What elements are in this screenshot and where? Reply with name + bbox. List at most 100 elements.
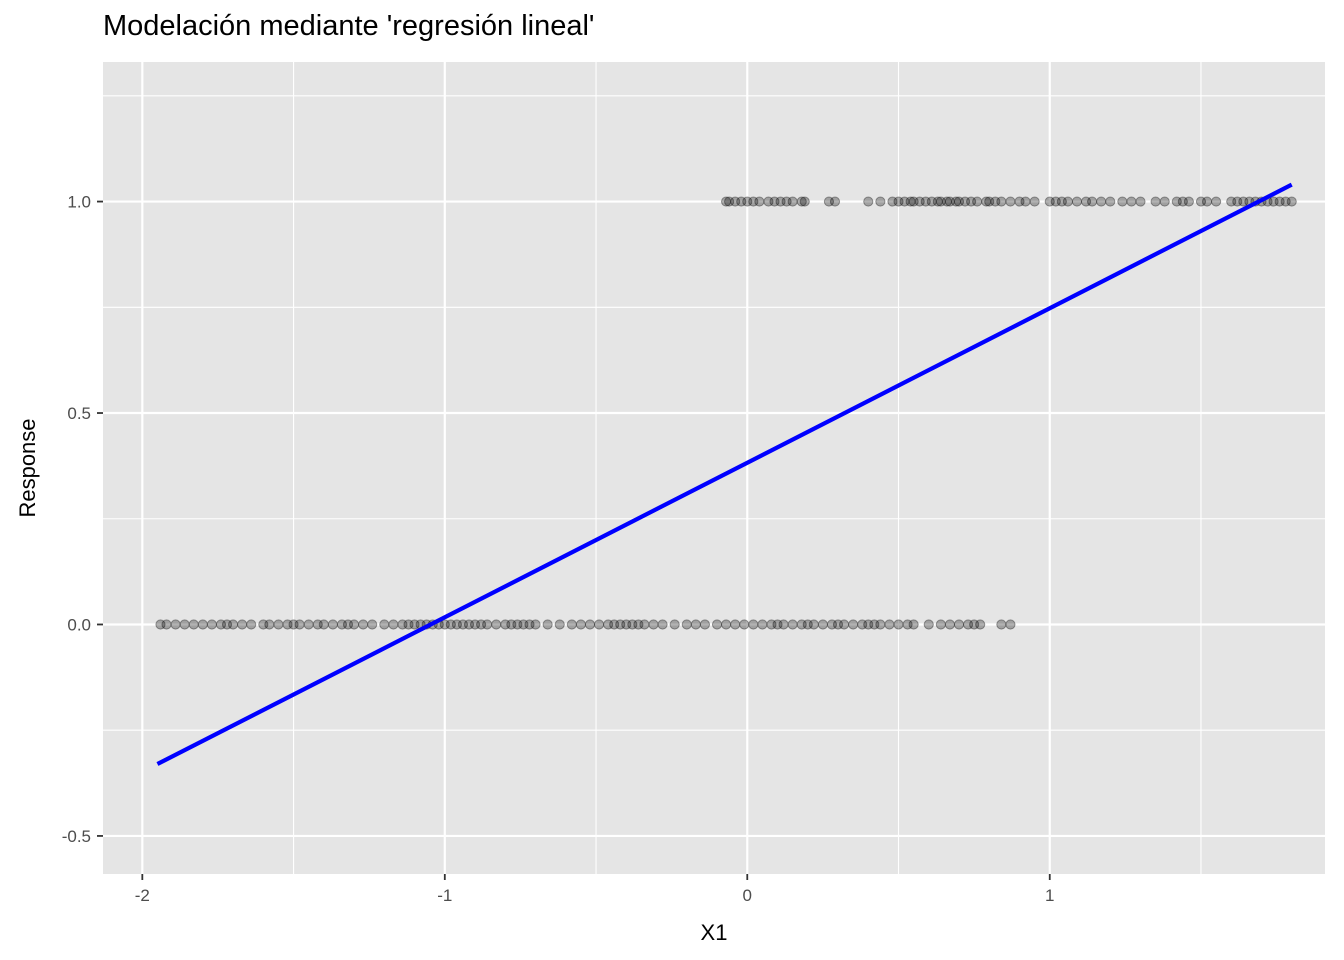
data-point <box>775 196 786 207</box>
data-point <box>264 619 275 630</box>
data-point <box>969 619 980 630</box>
data-point <box>1135 196 1146 207</box>
data-point <box>482 619 493 630</box>
data-point <box>1005 619 1016 630</box>
data-point <box>990 196 1001 207</box>
data-point <box>950 196 962 207</box>
data-point <box>657 619 668 630</box>
data-point <box>902 619 913 630</box>
data-point <box>358 619 369 630</box>
data-point <box>742 196 753 207</box>
data-point <box>1029 196 1040 207</box>
data-point <box>796 619 807 630</box>
data-point <box>787 196 798 207</box>
data-point <box>1117 196 1128 207</box>
data-point <box>944 619 956 630</box>
x-tick-label: 0 <box>743 886 752 905</box>
data-point <box>829 196 841 207</box>
data-point <box>379 619 390 630</box>
data-point <box>403 619 414 630</box>
data-point <box>869 619 880 630</box>
data-point <box>832 619 844 630</box>
x-tick-label: -2 <box>135 886 150 905</box>
data-point <box>227 619 239 630</box>
data-point <box>161 619 172 630</box>
data-point <box>681 619 692 630</box>
data-point <box>294 619 305 630</box>
data-point <box>781 196 792 207</box>
data-point <box>763 196 774 207</box>
data-point <box>944 196 956 207</box>
data-point <box>445 619 456 630</box>
data-point <box>975 619 986 630</box>
data-point <box>367 619 378 630</box>
data-point <box>953 619 965 630</box>
data-point <box>769 196 780 207</box>
data-point <box>506 619 517 630</box>
data-point <box>1232 196 1243 207</box>
data-point <box>457 619 469 630</box>
data-point <box>282 619 293 630</box>
data-point <box>857 619 868 630</box>
data-point <box>848 619 859 630</box>
data-point <box>757 619 768 630</box>
data-point <box>336 619 348 630</box>
data-point <box>342 619 354 630</box>
data-point <box>748 619 759 630</box>
data-point <box>766 619 777 630</box>
data-point <box>772 619 783 630</box>
data-point <box>1056 196 1067 207</box>
y-tick-label: 1.0 <box>67 193 91 212</box>
data-point <box>603 619 614 630</box>
data-point <box>197 619 208 630</box>
data-point <box>1159 196 1170 207</box>
data-point <box>690 619 701 630</box>
data-point <box>451 619 462 630</box>
data-point <box>258 619 269 630</box>
data-point <box>926 196 937 207</box>
data-point <box>1050 196 1061 207</box>
data-point <box>1286 196 1297 207</box>
data-point <box>1211 196 1222 207</box>
data-point <box>966 196 977 207</box>
data-point <box>935 196 946 207</box>
data-point <box>972 196 983 207</box>
y-tick-label: 0.0 <box>67 615 91 634</box>
data-point <box>981 196 992 207</box>
data-point <box>409 619 420 630</box>
data-point <box>787 619 798 630</box>
y-axis-title: Response <box>15 418 40 517</box>
data-point <box>905 196 916 207</box>
data-point <box>206 619 217 630</box>
data-point <box>748 196 759 207</box>
y-axis: -0.5 0.0 0.5 1.0 <box>62 193 103 846</box>
data-point <box>996 619 1007 630</box>
data-point <box>1096 196 1107 207</box>
data-point <box>711 619 723 630</box>
data-point <box>699 619 711 630</box>
data-point <box>327 619 338 630</box>
data-point <box>439 619 450 630</box>
data-point <box>802 619 813 630</box>
data-point <box>1071 196 1083 207</box>
data-point <box>935 619 946 630</box>
data-point <box>923 619 934 630</box>
data-point <box>730 619 741 630</box>
regression-line <box>156 182 1293 766</box>
data-point <box>1268 196 1279 207</box>
x-axis: -2 -1 0 1 <box>135 874 1054 905</box>
data-point <box>1274 196 1285 207</box>
plot-panel <box>103 62 1325 874</box>
data-point <box>1044 196 1055 207</box>
data-point <box>1183 196 1194 207</box>
data-point <box>953 196 965 207</box>
data-point <box>736 196 747 207</box>
data-point <box>318 619 329 630</box>
data-point <box>893 619 904 630</box>
data-point <box>1005 196 1016 207</box>
data-point <box>984 196 995 207</box>
data-point <box>179 619 190 630</box>
data-point <box>303 619 314 630</box>
data-point <box>170 619 181 630</box>
